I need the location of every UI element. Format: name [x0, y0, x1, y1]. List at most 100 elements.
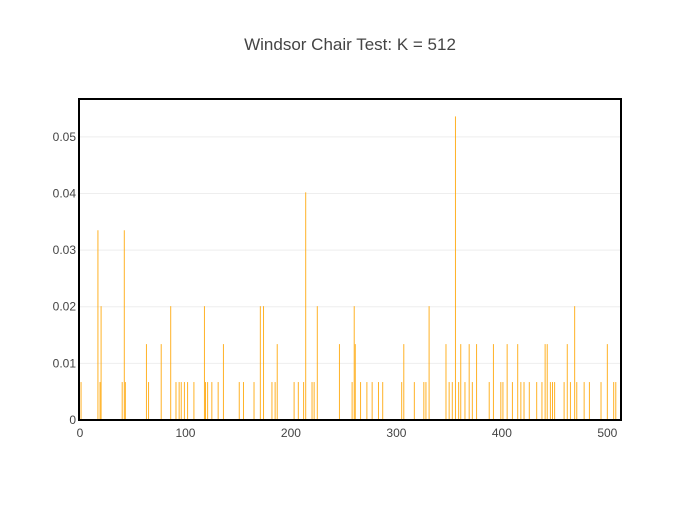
bar — [382, 382, 384, 420]
bar — [253, 382, 255, 420]
bar — [160, 344, 162, 420]
x-tick-label: 200 — [281, 426, 301, 440]
bar — [600, 382, 602, 420]
bar — [124, 382, 126, 420]
bar — [145, 344, 147, 420]
y-tick-label: 0.03 — [53, 243, 77, 257]
bar — [451, 382, 453, 420]
bar — [500, 382, 502, 420]
bar — [413, 382, 415, 420]
bar — [193, 382, 195, 420]
y-tick-label: 0.05 — [53, 130, 77, 144]
bar — [351, 382, 353, 420]
bar — [566, 344, 568, 420]
bar — [148, 382, 150, 420]
bar — [178, 382, 180, 420]
bar — [353, 306, 355, 420]
y-tick-label: 0.04 — [53, 186, 77, 200]
bar — [471, 382, 473, 420]
bar — [123, 230, 125, 420]
x-tick-label: 400 — [492, 426, 512, 440]
bar — [303, 382, 305, 420]
bar — [517, 344, 519, 420]
bar — [448, 382, 450, 420]
bar — [536, 382, 538, 420]
bar — [311, 382, 313, 420]
bar — [205, 382, 207, 420]
bar — [207, 382, 209, 420]
bar — [242, 382, 244, 420]
bar — [121, 382, 123, 420]
x-tick-label: 300 — [386, 426, 406, 440]
bar — [203, 306, 205, 420]
bar — [544, 344, 546, 420]
bar — [583, 382, 585, 420]
x-tick-label: 0 — [77, 426, 84, 440]
bar — [211, 382, 213, 420]
bar — [476, 344, 478, 420]
bar — [305, 192, 307, 420]
bar — [238, 382, 240, 420]
x-tick-label: 500 — [597, 426, 617, 440]
bar — [377, 382, 379, 420]
bar — [541, 382, 543, 420]
y-tick-label: 0.02 — [53, 300, 77, 314]
bar — [80, 382, 82, 420]
y-tick-label: 0.01 — [53, 356, 77, 370]
bar — [428, 306, 430, 420]
bar — [468, 344, 470, 420]
x-tick-label: 100 — [175, 426, 195, 440]
bar — [520, 382, 522, 420]
bar — [297, 382, 299, 420]
y-tick-label: 0 — [69, 413, 76, 427]
bar — [338, 344, 340, 420]
bar — [97, 230, 99, 420]
bar — [360, 382, 362, 420]
bar — [187, 382, 189, 420]
bar — [576, 382, 578, 420]
bar — [366, 382, 368, 420]
bar — [401, 382, 403, 420]
bar — [175, 382, 177, 420]
bar — [506, 344, 508, 420]
bar — [502, 382, 504, 420]
bar — [313, 382, 315, 420]
plot-frame — [78, 98, 622, 421]
bar — [423, 382, 425, 420]
axes: 0 0.01 0.02 0.03 0.04 0.05 0 100 200 300 400 500 — [53, 130, 618, 440]
bar — [454, 116, 456, 421]
bar — [274, 382, 276, 420]
bar — [588, 382, 590, 420]
bar — [460, 344, 462, 420]
bar — [528, 382, 530, 420]
bar — [445, 344, 447, 420]
bar — [371, 382, 373, 420]
bar — [217, 382, 219, 420]
bar — [563, 382, 565, 420]
bar — [263, 306, 265, 420]
bar — [100, 306, 102, 420]
bar — [354, 344, 356, 420]
bar — [554, 382, 556, 420]
bar — [552, 382, 553, 420]
bar — [170, 306, 172, 420]
bar — [574, 306, 576, 420]
bar — [180, 382, 182, 420]
bar — [293, 382, 295, 420]
bar — [425, 382, 427, 420]
bar-series — [80, 116, 617, 421]
bar — [511, 382, 513, 420]
bar — [549, 382, 551, 420]
bar — [492, 344, 494, 420]
bar — [99, 382, 101, 420]
bar — [271, 382, 273, 420]
bar — [546, 344, 548, 420]
bar — [523, 382, 525, 420]
bar — [615, 382, 617, 420]
bar — [316, 306, 318, 420]
bar — [488, 382, 490, 420]
bar — [183, 382, 185, 420]
chart-title: Windsor Chair Test: K = 512 — [244, 35, 456, 54]
